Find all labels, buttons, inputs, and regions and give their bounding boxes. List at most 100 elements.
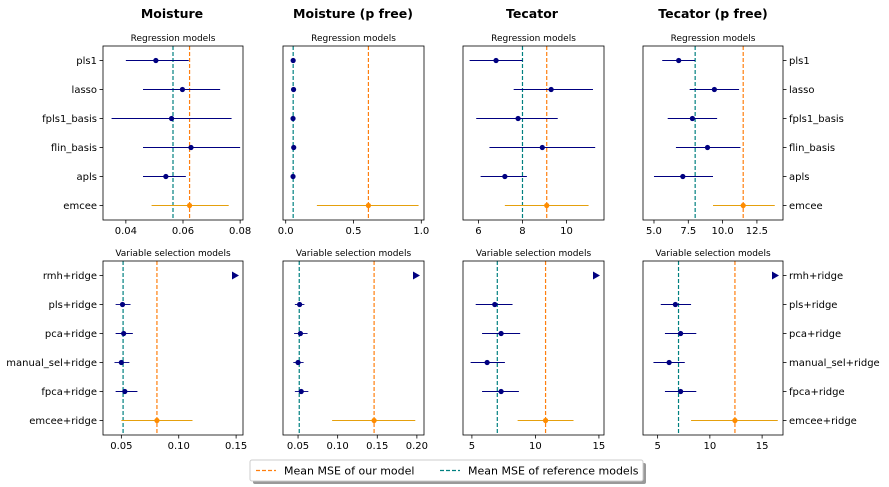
x-tick-label: 15 xyxy=(756,441,769,452)
x-tick-label: 0.15 xyxy=(225,441,247,452)
y-tick-label: emcee xyxy=(789,201,823,212)
data-point xyxy=(548,86,554,93)
subplot-subtitle: Variable selection models xyxy=(655,249,771,259)
data-point xyxy=(291,144,297,151)
data-point xyxy=(188,144,194,151)
data-point xyxy=(290,86,297,93)
x-tick-label: 10.0 xyxy=(711,226,733,237)
x-tick-label: 15 xyxy=(593,441,606,452)
x-tick-label: 0.20 xyxy=(406,441,428,452)
data-point xyxy=(680,173,686,180)
offscale-marker xyxy=(772,271,779,280)
our-data-point xyxy=(544,202,550,209)
x-tick-label: 1.0 xyxy=(413,226,429,237)
x-tick-label: 10 xyxy=(703,441,716,452)
our-data-point xyxy=(371,417,377,424)
data-point xyxy=(122,388,128,395)
data-point xyxy=(676,57,682,64)
data-point xyxy=(290,173,296,180)
y-tick-label: manual_sel+ridge xyxy=(6,358,97,369)
y-tick-label: fpca+ridge xyxy=(41,387,97,398)
subplot-0-3: Regression models 5.0 7.5 10.0 12.5 pls1 lasso… xyxy=(642,34,844,237)
x-tick-label: 10 xyxy=(560,226,573,237)
data-point xyxy=(163,173,169,180)
data-point xyxy=(297,301,303,308)
offscale-marker xyxy=(413,271,420,280)
data-point xyxy=(121,330,127,337)
y-tick-label: pls1 xyxy=(789,56,810,67)
data-point xyxy=(295,359,301,366)
x-tick-label: 5 xyxy=(654,441,660,452)
offscale-marker xyxy=(232,271,239,280)
data-point xyxy=(179,86,186,93)
y-tick-label: pca+ridge xyxy=(45,329,97,340)
y-tick-label: fpls1_basis xyxy=(42,114,97,125)
x-tick-label: 12.5 xyxy=(746,226,768,237)
subplot-1-0: Variable selection models 0.05 0.10 0.15 rmh… xyxy=(6,249,247,452)
our-data-point xyxy=(542,417,549,424)
subplot-subtitle: Regression models xyxy=(491,34,576,44)
data-point xyxy=(492,301,498,308)
axes-frame xyxy=(642,260,784,436)
subplot-0-0: Regression models 0.04 0.06 0.08 pls1 lasso fp… xyxy=(42,34,251,237)
data-point xyxy=(298,388,304,395)
column-title-tecator-p-free: Tecator (p free) xyxy=(658,6,768,21)
legend-ours-label: Mean MSE of our model xyxy=(284,465,414,478)
column-title-tecator: Tecator xyxy=(506,6,559,21)
axes-frame xyxy=(282,45,425,221)
data-point xyxy=(119,301,126,308)
subplot-1-1: Variable selection models 0.05 0.10 0.15 0.2… xyxy=(282,249,428,452)
data-point xyxy=(678,330,684,337)
data-point xyxy=(153,57,159,64)
y-tick-label: emcee xyxy=(63,201,97,212)
y-tick-label: flin_basis xyxy=(51,143,97,154)
column-title-moisture-p-free: Moisture (p free) xyxy=(293,6,413,21)
y-tick-label: pca+ridge xyxy=(789,329,841,340)
data-point xyxy=(539,144,545,151)
y-tick-label: pls+ridge xyxy=(789,300,837,311)
axes-frame xyxy=(102,260,244,436)
column-titles: Moisture Moisture (p free) Tecator Tecat… xyxy=(141,6,768,21)
legend: Mean MSE of our model Mean MSE of refere… xyxy=(249,459,646,484)
y-tick-label: rmh+ridge xyxy=(43,271,97,282)
y-tick-label: lasso xyxy=(72,85,97,96)
y-tick-label: pls1 xyxy=(76,56,97,67)
x-tick-label: 0.0 xyxy=(278,226,294,237)
subplot-1-3: Variable selection models 5 10 15 rmh+ridge p… xyxy=(642,249,880,452)
axes-frame xyxy=(102,45,244,221)
y-tick-label: fpca+ridge xyxy=(789,387,845,398)
our-data-point xyxy=(365,202,372,209)
data-point xyxy=(704,144,711,151)
x-tick-label: 10 xyxy=(529,441,542,452)
subplot-subtitle: Variable selection models xyxy=(476,249,592,259)
axes-frame xyxy=(462,45,605,221)
x-tick-label: 5 xyxy=(469,441,475,452)
x-tick-label: 0.05 xyxy=(110,441,132,452)
data-point xyxy=(515,115,521,122)
x-tick-label: 0.04 xyxy=(115,226,137,237)
y-tick-label: manual_sel+ridge xyxy=(789,358,880,369)
x-tick-label: 0.05 xyxy=(287,441,309,452)
x-tick-label: 0.06 xyxy=(172,226,194,237)
data-point xyxy=(498,388,504,395)
x-tick-label: 7.5 xyxy=(680,226,696,237)
subplot-subtitle: Regression models xyxy=(131,34,216,44)
x-tick-label: 0.5 xyxy=(346,226,362,237)
axes-frame xyxy=(282,260,425,436)
axes-frame xyxy=(642,45,784,221)
our-data-point xyxy=(186,202,193,209)
subplot-0-2: Regression models 6 8 10 xyxy=(462,34,605,237)
legend-reference-label: Mean MSE of reference models xyxy=(468,465,639,478)
subplot-subtitle: Regression models xyxy=(311,34,396,44)
our-data-point xyxy=(732,417,738,424)
data-point xyxy=(493,57,499,64)
x-tick-label: 6 xyxy=(475,226,481,237)
subplot-subtitle: Regression models xyxy=(671,34,756,44)
y-tick-label: flin_basis xyxy=(789,143,835,154)
data-point xyxy=(711,86,717,93)
subplot-subtitle: Variable selection models xyxy=(296,249,412,259)
data-point xyxy=(484,359,490,366)
x-tick-label: 0.15 xyxy=(366,441,388,452)
axes-frame xyxy=(462,260,605,436)
